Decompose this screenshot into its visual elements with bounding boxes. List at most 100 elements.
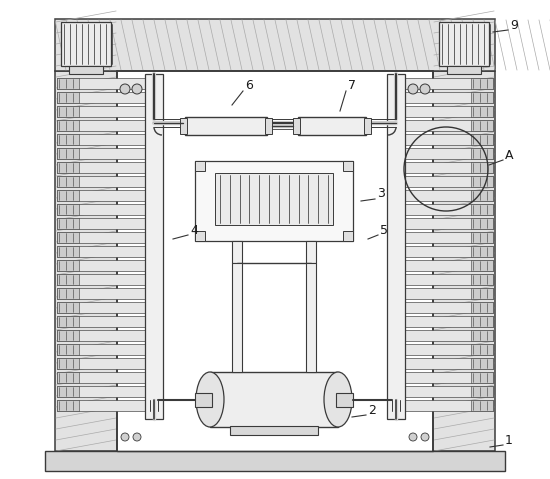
Bar — [306, 263, 316, 372]
Bar — [55, 71, 117, 451]
Bar — [57, 246, 79, 257]
Bar — [57, 372, 79, 383]
Bar — [57, 302, 147, 313]
Bar — [57, 232, 79, 243]
Bar — [471, 78, 493, 89]
Bar — [265, 118, 272, 134]
Bar — [403, 148, 493, 159]
Bar — [343, 231, 353, 241]
Bar — [403, 190, 493, 201]
Bar — [57, 274, 147, 285]
Bar — [232, 263, 242, 372]
Bar — [215, 173, 333, 225]
Bar — [403, 204, 493, 215]
Bar — [57, 148, 147, 159]
Bar — [57, 162, 79, 173]
Bar — [403, 302, 493, 313]
Ellipse shape — [324, 372, 352, 427]
Bar — [57, 316, 147, 327]
Bar — [195, 393, 212, 407]
Bar — [57, 106, 147, 117]
Bar — [471, 372, 493, 383]
Ellipse shape — [196, 372, 224, 427]
Bar — [471, 218, 493, 229]
Bar — [210, 372, 338, 427]
Bar — [57, 302, 79, 313]
Text: 7: 7 — [348, 79, 356, 92]
Bar — [57, 288, 79, 299]
Bar — [298, 117, 366, 135]
Bar — [471, 162, 493, 173]
Bar — [57, 78, 147, 89]
Bar — [230, 426, 318, 435]
Circle shape — [409, 433, 417, 441]
Bar — [57, 386, 79, 397]
Bar — [403, 330, 493, 341]
Circle shape — [420, 84, 430, 94]
Bar — [471, 274, 493, 285]
Bar — [57, 92, 147, 103]
Bar — [387, 74, 405, 419]
Bar — [439, 22, 489, 66]
Bar — [293, 118, 300, 134]
Bar — [471, 232, 493, 243]
Bar — [471, 386, 493, 397]
Bar — [195, 161, 205, 171]
Bar — [57, 274, 79, 285]
Bar — [57, 330, 147, 341]
Bar — [57, 120, 79, 131]
Bar — [471, 148, 493, 159]
Bar — [57, 288, 147, 299]
Bar — [57, 162, 147, 173]
Bar — [57, 386, 147, 397]
Bar — [336, 393, 353, 407]
Bar — [57, 260, 147, 271]
Bar — [403, 134, 493, 145]
Bar — [195, 161, 353, 241]
Bar — [57, 120, 147, 131]
Bar — [471, 344, 493, 355]
Text: 3: 3 — [377, 187, 385, 200]
Bar — [180, 118, 187, 134]
Bar — [471, 246, 493, 257]
Bar — [57, 134, 79, 145]
Bar — [57, 204, 147, 215]
Bar — [403, 106, 493, 117]
Bar — [57, 78, 79, 89]
Bar — [403, 358, 493, 369]
Bar — [471, 288, 493, 299]
Circle shape — [408, 84, 418, 94]
Bar — [57, 400, 79, 411]
Bar — [403, 260, 493, 271]
Bar — [471, 204, 493, 215]
Bar — [403, 400, 493, 411]
Bar — [57, 176, 79, 187]
Bar — [403, 78, 493, 89]
Bar — [403, 316, 493, 327]
Bar — [185, 117, 267, 135]
Text: 2: 2 — [368, 404, 376, 417]
Bar — [57, 246, 147, 257]
Bar — [403, 274, 493, 285]
Bar — [403, 344, 493, 355]
Bar — [57, 358, 147, 369]
Text: 9: 9 — [510, 19, 518, 32]
Bar — [57, 204, 79, 215]
Bar — [57, 372, 147, 383]
Bar — [57, 400, 147, 411]
Bar — [57, 358, 79, 369]
Text: 4: 4 — [190, 224, 198, 237]
Text: 5: 5 — [380, 224, 388, 237]
Bar — [57, 260, 79, 271]
Bar — [471, 120, 493, 131]
Bar — [403, 218, 493, 229]
Bar — [471, 190, 493, 201]
Bar — [343, 161, 353, 171]
Circle shape — [121, 433, 129, 441]
Bar — [57, 106, 79, 117]
Bar — [433, 71, 495, 451]
Bar — [403, 232, 493, 243]
Bar — [403, 372, 493, 383]
Bar — [57, 316, 79, 327]
Bar — [57, 330, 79, 341]
